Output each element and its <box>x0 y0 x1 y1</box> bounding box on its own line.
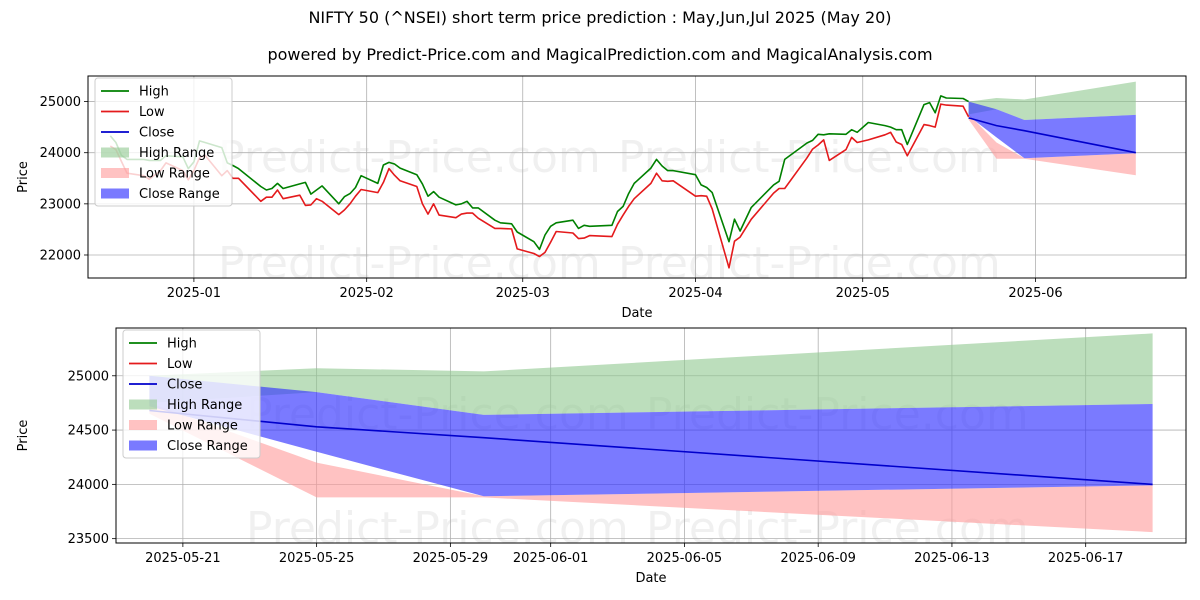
y-tick-label: 25000 <box>68 369 109 384</box>
legend-label: Close <box>167 378 202 393</box>
legend-label: Low <box>167 357 193 372</box>
legend: High Low Close High Range Low Range Close Ran… <box>122 329 261 459</box>
legend-label: High <box>139 85 169 100</box>
panel-1: Predict-Price.com Predict-Price.com Predic… <box>16 75 1187 321</box>
series-high-line <box>109 95 969 251</box>
watermark-text: Predict-Price.com <box>218 238 601 289</box>
high-range-band <box>968 81 1136 120</box>
x-tick-label: 2025-06-13 <box>914 551 990 566</box>
y-tick-label: 24000 <box>68 478 109 493</box>
panel-2: Predict-Price.comPredict-Price.comPredic… <box>16 327 1187 586</box>
plot-area <box>149 333 1153 533</box>
chart-title: NIFTY 50 (^NSEI) short term price predic… <box>308 8 892 27</box>
legend-swatch <box>101 188 129 199</box>
y-tick-label: 24000 <box>40 146 81 161</box>
legend-label: Low Range <box>167 419 238 434</box>
y-tick-label: 23500 <box>68 532 109 547</box>
legend-swatch <box>129 420 157 430</box>
watermark-text: Predict-Price.com <box>218 132 601 183</box>
low-range-band <box>149 402 1153 533</box>
watermark-text: Predict-Price.com <box>618 132 1001 183</box>
x-tick-label: 2025-04 <box>668 286 722 301</box>
x-tick-label: 2025-05 <box>836 286 890 301</box>
y-tick-label: 25000 <box>40 95 81 110</box>
low-range-band <box>968 114 1136 176</box>
axes-frame <box>115 327 1187 544</box>
series-low-line <box>109 103 970 269</box>
x-tick-label: 2025-06-05 <box>647 551 723 566</box>
plot-area <box>109 81 1136 269</box>
legend-label: Close Range <box>139 187 220 202</box>
axes-frame <box>87 75 1187 279</box>
legend: High Low Close High Range Low Range Close Ran… <box>94 77 233 207</box>
y-tick-label: 22000 <box>40 248 81 263</box>
watermark-text: Predict-Price.com <box>246 503 629 554</box>
x-tick-label: 2025-05-21 <box>145 551 221 566</box>
y-axis-label: Price <box>16 420 31 452</box>
x-tick-label: 2025-03 <box>496 286 550 301</box>
legend-swatch <box>101 168 129 178</box>
x-axis-label: Date <box>621 306 652 321</box>
x-tick-label: 2025-01 <box>167 286 221 301</box>
y-axis-label: Price <box>16 161 31 193</box>
y-tick-label: 23000 <box>40 197 81 212</box>
chart-subtitle: powered by Predict-Price.com and Magical… <box>267 45 933 64</box>
legend-label: High Range <box>167 398 242 413</box>
legend-label: High <box>167 337 197 352</box>
y-tick-label: 24500 <box>68 424 109 439</box>
x-tick-label: 2025-02 <box>340 286 394 301</box>
legend-swatch <box>129 440 157 451</box>
high-range-band <box>149 333 1153 415</box>
legend-box <box>122 329 261 459</box>
legend-label: Close Range <box>167 439 248 454</box>
legend-swatch <box>101 147 129 158</box>
x-tick-label: 2025-06 <box>1008 286 1062 301</box>
x-tick-label: 2025-06-17 <box>1048 551 1124 566</box>
x-tick-label: 2025-05-25 <box>279 551 355 566</box>
x-tick-label: 2025-06-01 <box>513 551 589 566</box>
legend-label: Low <box>139 105 165 120</box>
watermark-text: Predict-Price.com <box>618 238 1001 289</box>
legend-swatch <box>129 399 157 410</box>
legend-label: Low Range <box>139 167 210 182</box>
legend-label: Close <box>139 126 174 141</box>
x-tick-label: 2025-06-09 <box>780 551 856 566</box>
legend-box <box>94 77 233 207</box>
legend-label: High Range <box>139 146 214 161</box>
x-tick-label: 2025-05-29 <box>413 551 489 566</box>
series-close-line <box>968 117 1136 154</box>
x-axis-label: Date <box>635 571 666 586</box>
